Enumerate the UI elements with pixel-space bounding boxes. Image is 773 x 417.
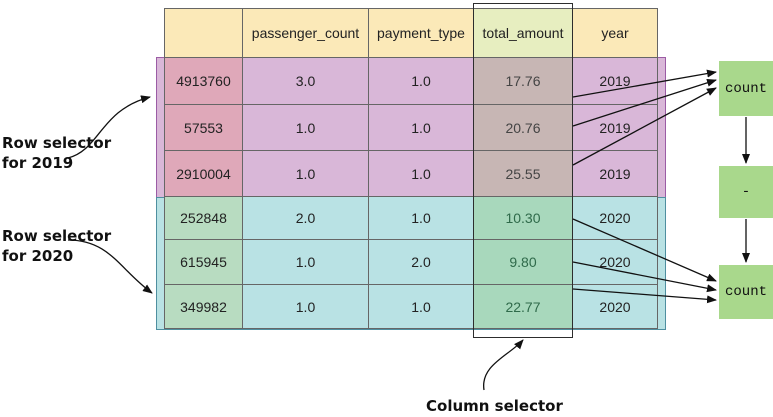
column-selector-outline	[473, 3, 573, 338]
table-cell: 1.0	[368, 57, 474, 105]
table-cell-index: 2910004	[164, 150, 243, 197]
table-cell: 2.0	[242, 196, 369, 240]
table-cell: 2020	[572, 284, 658, 329]
arrow-2020-row1	[572, 218, 717, 282]
column-selector-label: Column selector	[426, 397, 563, 415]
arrow-2019-row1	[572, 69, 717, 98]
arrow-2020-row2	[572, 261, 717, 293]
row-selector-2019-label: Row selector for 2019	[2, 133, 111, 173]
table-cell: 2020	[572, 239, 658, 285]
table-cell-selected: 17.76	[473, 57, 573, 105]
table-cell-index: 252848	[164, 196, 243, 240]
row-selector-2020-curve	[67, 239, 153, 294]
row-selector-2019-label-line1: Row selector	[2, 134, 112, 152]
table-cell: 1.0	[242, 150, 369, 197]
row-selector-2019-curve	[67, 95, 151, 159]
count-box-2020: count	[719, 265, 773, 319]
table-cell: 1.0	[242, 284, 369, 329]
header-year: year	[572, 8, 658, 58]
table-cell: 1.0	[368, 104, 474, 151]
table-cell-index: 57553	[164, 104, 243, 151]
subtract-box: -	[719, 166, 773, 218]
table-cell-selected: 9.80	[473, 239, 573, 285]
table-cell: 1.0	[368, 196, 474, 240]
row-selector-2020-label: Row selector for 2020	[2, 226, 111, 266]
row-selector-2020-label-line1: Row selector	[2, 227, 112, 245]
count-box-2019: count	[719, 61, 773, 116]
table-cell: 1.0	[242, 239, 369, 285]
table-cell-selected: 22.77	[473, 284, 573, 329]
row-selector-2020-label-line2: for 2020	[2, 247, 74, 265]
column-selector-curve	[483, 339, 524, 391]
table-cell-index: 349982	[164, 284, 243, 329]
table-cell: 1.0	[368, 284, 474, 329]
arrow-2019-row2	[572, 78, 717, 127]
header-passenger-count: passenger_count	[242, 8, 369, 58]
arrow-2020-row3	[572, 288, 717, 304]
row-selector-2019-label-line2: for 2019	[2, 154, 74, 172]
table-cell: 2020	[572, 196, 658, 240]
arrow-2019-row3	[572, 87, 717, 166]
table-cell: 1.0	[368, 150, 474, 197]
